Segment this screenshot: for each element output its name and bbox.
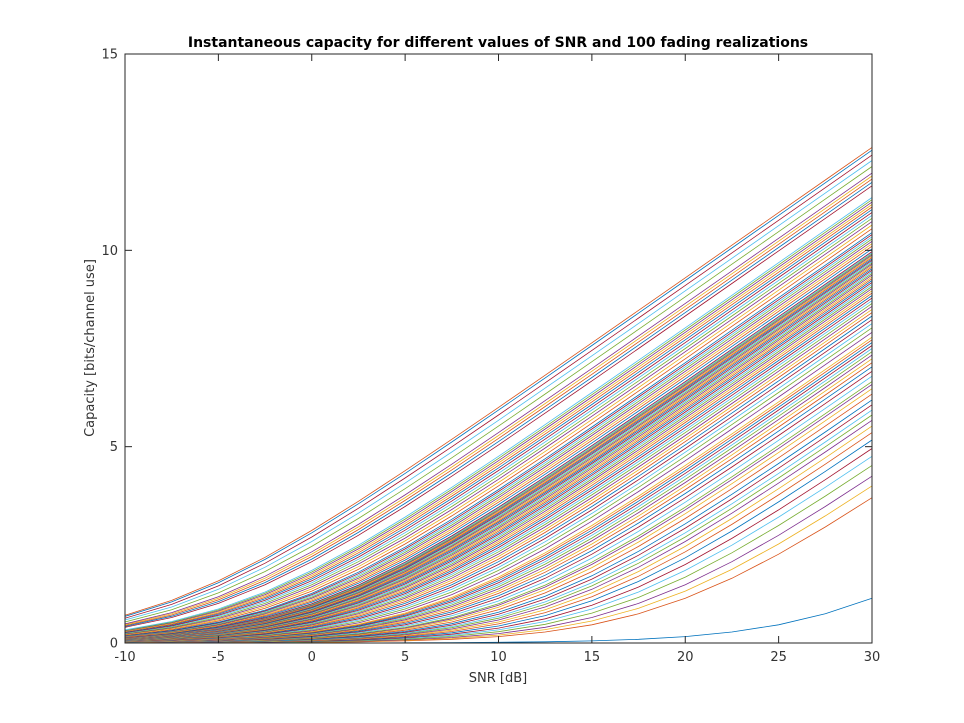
series-line-43	[124, 295, 873, 641]
x-tick-label: 10	[490, 650, 507, 665]
series-line-35	[124, 319, 873, 642]
series-line-72	[124, 245, 873, 638]
series-line-82	[124, 217, 873, 634]
series-line-47	[124, 286, 873, 641]
series-line-67	[124, 254, 873, 639]
series-line-60	[124, 263, 873, 639]
x-tick-label: 5	[401, 650, 409, 665]
series-line-49	[124, 282, 873, 641]
series-line-95	[124, 172, 873, 625]
x-tick-label: -5	[212, 650, 225, 665]
y-tick-label: 5	[110, 440, 118, 455]
series-line-46	[124, 288, 873, 641]
series-line-70	[124, 251, 873, 638]
series-line-54	[124, 273, 873, 640]
series-line-39	[124, 305, 873, 642]
x-tick-label: -10	[114, 650, 135, 665]
series-line-73	[124, 243, 873, 638]
series-line-38	[124, 309, 873, 642]
series-line-74	[124, 240, 873, 637]
series-line-88	[124, 201, 873, 632]
series-line-76	[124, 236, 873, 637]
y-tick-label: 10	[101, 244, 118, 259]
series-line-85	[124, 209, 873, 633]
series-line-57	[124, 268, 873, 640]
series-line-93	[124, 178, 873, 626]
series-line-42	[124, 297, 873, 641]
series-line-45	[124, 290, 873, 641]
series-line-75	[124, 238, 873, 637]
series-line-79	[124, 228, 873, 636]
series-line-80	[124, 224, 873, 635]
series-line-77	[124, 234, 873, 637]
x-tick-label: 15	[584, 650, 601, 665]
series-line-97	[124, 160, 873, 621]
series-line-63	[124, 259, 873, 639]
x-tick-label: 25	[770, 650, 787, 665]
series-line-96	[124, 166, 873, 623]
series-line-83	[124, 214, 873, 634]
series-line-78	[124, 232, 873, 636]
series-line-55	[124, 271, 873, 640]
series-line-87	[124, 204, 873, 632]
series-line-81	[124, 221, 873, 635]
x-tick-label: 0	[308, 650, 316, 665]
series-line-86	[124, 206, 873, 633]
series-line-34	[124, 323, 873, 642]
series-line-52	[124, 276, 873, 640]
series-line-51	[124, 278, 873, 640]
y-tick-label: 15	[101, 48, 118, 63]
plot-lines	[124, 147, 873, 644]
series-line-94	[124, 175, 873, 626]
x-axis-ticks: -10 -5 0 5 10 15 20 25 30	[114, 54, 880, 665]
series-line-41	[124, 300, 873, 642]
series-line-31	[124, 336, 873, 643]
series-line-71	[124, 248, 873, 638]
x-axis-label: SNR [dB]	[469, 671, 527, 686]
series-line-100	[124, 147, 873, 616]
y-axis-label: Capacity [bits/channel use]	[83, 259, 98, 437]
series-line-90	[124, 197, 873, 631]
series-line-98	[124, 154, 873, 619]
series-line-84	[124, 212, 873, 634]
y-axis-ticks: 0 5 10 15	[101, 48, 872, 652]
series-line-33	[124, 327, 873, 642]
chart-title: Instantaneous capacity for different val…	[188, 35, 808, 51]
x-tick-label: 30	[864, 650, 881, 665]
series-line-36	[124, 315, 873, 642]
series-line-48	[124, 284, 873, 641]
series-line-40	[124, 303, 873, 642]
series-line-91	[124, 185, 873, 628]
y-tick-label: 0	[110, 637, 118, 652]
series-line-44	[124, 292, 873, 641]
series-line-32	[124, 331, 873, 643]
series-line-37	[124, 312, 873, 642]
x-tick-label: 20	[677, 650, 694, 665]
series-line-92	[124, 181, 873, 627]
series-line-99	[124, 149, 873, 617]
series-line-89	[124, 199, 873, 631]
